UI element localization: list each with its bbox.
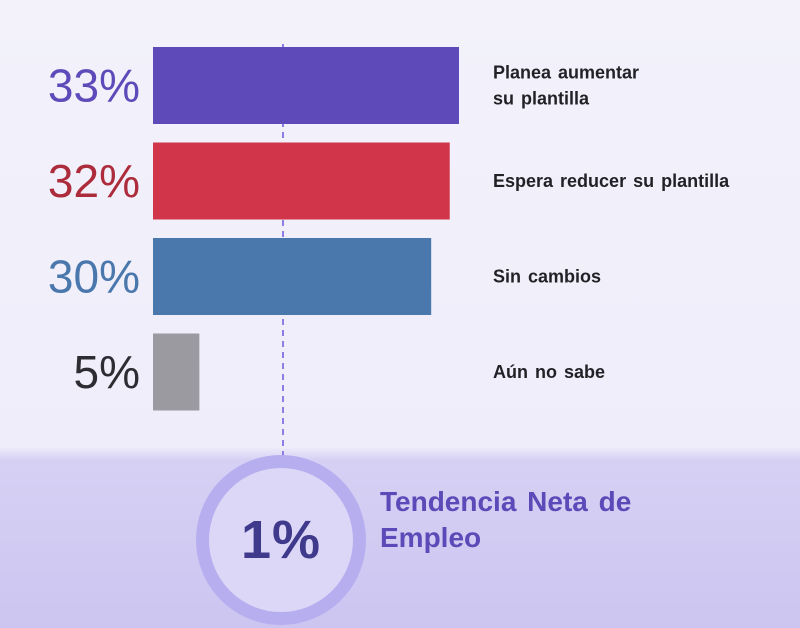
net-employment-label: Tendencia Neta de Empleo [380,486,632,553]
panel-highlight [0,448,800,460]
bar-1 [153,47,459,124]
net-employment-value: 1% [240,510,322,570]
bar-2 [153,142,450,220]
category-label-4: Aún no sabe [493,362,605,382]
bar-3 [153,238,432,315]
bar-4 [153,333,200,411]
net-employment-circle: 1% [196,455,366,625]
category-label-2: Espera reducer su plantilla [493,171,730,191]
value-label-2: 32% [48,155,140,207]
value-label-4: 5% [74,346,140,398]
net-employment-panel [0,448,800,628]
category-label-3: Sin cambios [493,267,601,287]
category-label-1: Planea aumentar su plantilla [493,63,639,109]
value-label-3: 30% [48,251,140,303]
value-label-1: 33% [48,60,140,112]
